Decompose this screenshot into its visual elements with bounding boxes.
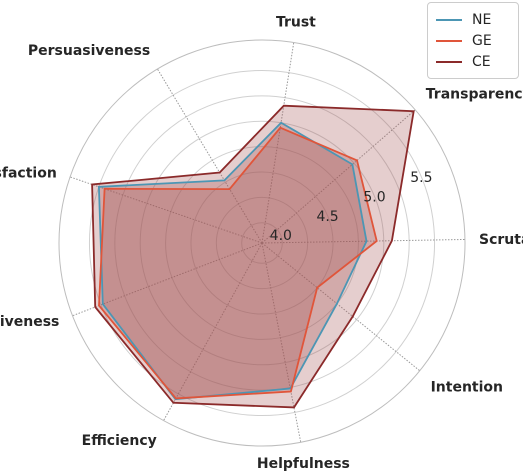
legend-swatch-ne (436, 18, 462, 21)
legend-swatch-ce (436, 60, 462, 63)
grid-ring-4-5 (190, 171, 334, 315)
spoke-intention (261, 242, 421, 372)
spoke-helpfulness (261, 242, 302, 443)
outer-ring (58, 39, 466, 447)
series-fill-ne (98, 122, 367, 400)
grid-ring-5-5 (88, 69, 436, 417)
spoke-persuasiveness (157, 68, 263, 244)
legend-label-ce: CE (472, 53, 491, 70)
series-fill-ge (99, 127, 377, 399)
grid (58, 39, 466, 447)
radial-tick-5-0: 5.0 (363, 189, 385, 205)
axis-label-scrutability: Scrutability (479, 232, 523, 248)
legend-item-ne: NE (436, 9, 510, 30)
series-fill-ce (92, 105, 414, 408)
spoke-effectiveness (72, 242, 263, 317)
grid-ring-4-75 (165, 146, 359, 340)
legend-label-ne: NE (472, 11, 492, 28)
axis-label-trust: Trust (276, 15, 316, 31)
legend-swatch-ge (436, 39, 462, 42)
axis-label-intention: Intention (431, 380, 503, 396)
axis-labels: Scrutability Transparency Trust Persuasiven… (0, 15, 523, 472)
spoke-satisfaction (69, 176, 263, 244)
axis-label-transparency: Transparency (426, 87, 523, 103)
radial-tick-4-0: 4.0 (270, 228, 292, 244)
radial-tick-5-5: 5.5 (410, 170, 432, 186)
series-line-ce (91, 104, 415, 409)
spoke-trust (261, 42, 295, 244)
grid-ring-4-25 (215, 196, 309, 290)
axis-label-helpfulness: Helpfulness (257, 456, 350, 472)
axis-label-effectiveness: Effectiveness (0, 314, 59, 330)
grid-ring-4 (241, 222, 283, 264)
spoke-efficiency (163, 242, 263, 421)
series-line-ge (98, 126, 378, 400)
axis-label-efficiency: Efficiency (82, 433, 157, 449)
axis-label-persuasiveness: Persuasiveness (28, 43, 150, 59)
axis-label-satisfaction: Satisfaction (0, 165, 57, 181)
grid-ring-5 (139, 120, 385, 366)
radial-tick-4-5: 4.5 (316, 209, 338, 225)
legend: NE GE CE (427, 2, 519, 79)
legend-item-ce: CE (436, 51, 510, 72)
series-layer (91, 104, 415, 409)
spoke-scrutability (261, 238, 465, 244)
legend-label-ge: GE (472, 32, 492, 49)
spoke-transparency (261, 109, 416, 244)
legend-item-ge: GE (436, 30, 510, 51)
radial-tick-labels: 4.0 4.5 5.0 5.5 (270, 170, 433, 244)
grid-ring-5-25 (114, 95, 410, 391)
